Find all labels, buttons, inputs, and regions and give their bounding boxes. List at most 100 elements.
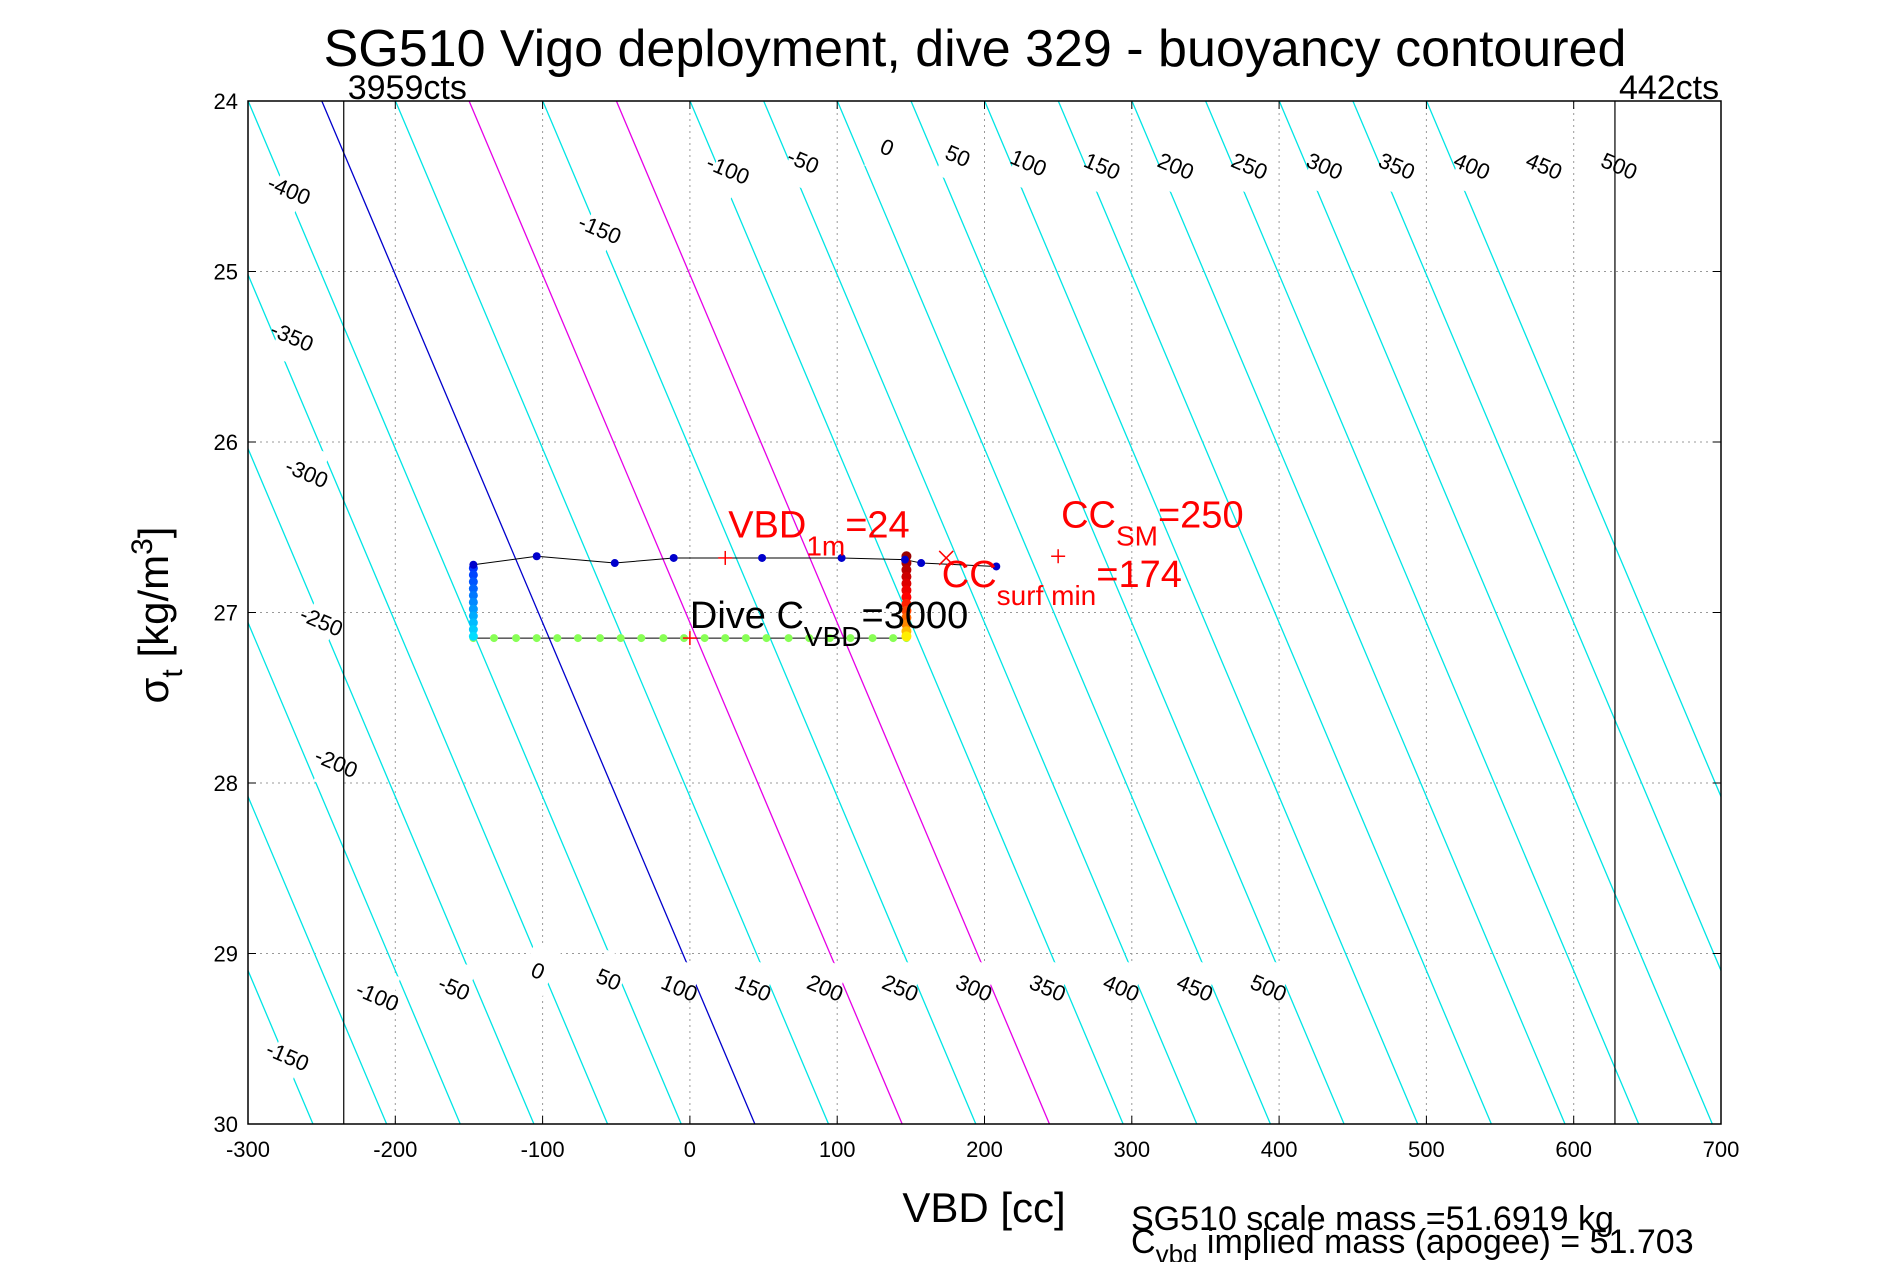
contour-line xyxy=(321,101,756,1124)
contour-label-bg xyxy=(264,1026,311,1086)
dive-traces xyxy=(468,551,1001,643)
contour-label-bg xyxy=(1024,958,1071,1018)
lower-trace-point xyxy=(700,634,709,643)
contour-label-bg xyxy=(1373,136,1420,196)
contour-label-bg xyxy=(656,958,703,1018)
buoyancy-contours xyxy=(0,101,1721,1124)
x-tick-label: 200 xyxy=(966,1137,1003,1162)
contour-line xyxy=(763,101,1198,1124)
lower-trace-point xyxy=(553,634,562,643)
contour-label-bg xyxy=(1079,136,1126,196)
contour-line xyxy=(1057,101,1492,1124)
contour-label-bg xyxy=(802,958,849,1018)
contour-label-bg xyxy=(283,443,330,503)
upper-trace-point xyxy=(669,553,678,562)
contour-line xyxy=(248,794,388,1124)
left-column-point xyxy=(468,590,478,600)
left-column-point xyxy=(468,618,478,628)
contour-label-bg xyxy=(934,126,982,185)
contour-line xyxy=(1278,101,1713,1124)
contour-line xyxy=(1425,101,1721,799)
lower-trace-point xyxy=(573,634,582,643)
upper-trace-point xyxy=(837,553,846,562)
lower-trace-point xyxy=(762,634,771,643)
x-tick-label: 300 xyxy=(1113,1137,1150,1162)
lower-trace-point xyxy=(868,634,877,643)
upper-trace-point xyxy=(917,559,926,568)
x-tick-label: 400 xyxy=(1261,1137,1298,1162)
x-tick-label: 600 xyxy=(1555,1137,1592,1162)
left-column-point xyxy=(468,577,478,587)
contour-label-bg xyxy=(298,591,345,651)
contour-label-bg xyxy=(1521,136,1568,196)
annotation-label: VBD1m=24 xyxy=(728,504,910,561)
contour-label-bg xyxy=(313,733,360,792)
upper-trace-point xyxy=(532,552,541,561)
x-tick-label: 0 xyxy=(684,1137,696,1162)
upper-trace-point xyxy=(900,555,909,564)
implied-mass-note: Cvbd implied mass (apogee) = 51.703 xyxy=(1131,1223,1694,1262)
annotation-label: Dive CVBD=3000 xyxy=(690,595,968,652)
contour-label-bg xyxy=(730,958,777,1018)
x-tick-label: 700 xyxy=(1703,1137,1740,1162)
contour-label-bg xyxy=(269,306,316,366)
contour-label-bg xyxy=(266,160,313,220)
contour-line xyxy=(248,620,461,1124)
x-tick-label: -300 xyxy=(226,1137,270,1162)
contour-label-bg xyxy=(780,131,827,191)
implied-mass-text: implied mass (apogee) = 51.703 xyxy=(1197,1223,1693,1261)
contour-label-bg xyxy=(431,958,478,1018)
contour-line xyxy=(1131,101,1566,1124)
lower-trace-point xyxy=(532,634,541,643)
contour-label-bg xyxy=(577,199,624,259)
x-tick-label: -100 xyxy=(521,1137,565,1162)
contour-label-bg xyxy=(705,139,752,199)
contour-label-bg xyxy=(951,958,998,1018)
lower-trace-point xyxy=(846,634,855,643)
cross-marker xyxy=(938,550,954,566)
contour-line xyxy=(615,101,1051,1124)
implied-mass-subscript: vbd xyxy=(1156,1239,1198,1262)
contour-line xyxy=(1204,101,1640,1124)
contour-line xyxy=(468,101,903,1124)
y-axis-label-unit: [kg/m xyxy=(130,555,177,669)
contour-labels: -400-150-100 -50 0 50 100 150 200 250 300 350 400 4… xyxy=(262,117,1643,1086)
contour-label-bg xyxy=(864,117,911,177)
lower-trace-point xyxy=(659,634,668,643)
y-tick-label: 28 xyxy=(214,771,238,796)
y-axis-label-symbol: σ xyxy=(130,677,177,703)
annotation-label: CCsurf min=174 xyxy=(942,554,1182,611)
lower-trace-point xyxy=(784,634,793,643)
y-tick-label: 29 xyxy=(214,942,238,967)
x-tick-label: -200 xyxy=(373,1137,417,1162)
contour-label-bg xyxy=(1226,136,1273,196)
left-column-point xyxy=(468,625,478,635)
x-tick-label: 100 xyxy=(819,1137,856,1162)
contour-label-bg xyxy=(1152,136,1200,196)
lower-trace-point xyxy=(805,634,814,643)
contour-label-bg xyxy=(1172,958,1219,1018)
contour-line xyxy=(910,101,1345,1124)
contour-label-bg xyxy=(1449,136,1496,196)
contour-label-bg xyxy=(1098,958,1145,1018)
contour-line xyxy=(0,101,239,1124)
left-column-point xyxy=(468,570,478,580)
annotation-label: CCSM=250 xyxy=(1061,494,1243,551)
contour-label-bg xyxy=(585,949,632,1009)
contour-label-bg xyxy=(1301,136,1348,196)
y-tick-label: 24 xyxy=(214,89,238,114)
contour-label-bg xyxy=(877,958,924,1018)
contour-line xyxy=(836,101,1272,1124)
lower-trace-point xyxy=(741,634,750,643)
y-axis-label-subscript: t xyxy=(156,669,189,678)
contour-label-bg xyxy=(1596,136,1643,196)
contour-line xyxy=(542,101,977,1124)
y-tick-label: 26 xyxy=(214,430,238,455)
upper-trace-point xyxy=(469,560,478,569)
lower-trace-point xyxy=(489,634,498,643)
left-column-point xyxy=(468,604,478,614)
implied-mass-symbol: C xyxy=(1131,1223,1156,1261)
x-axis-ticks: -300 -200 -100 0 100 200 300 400 500 600 700 xyxy=(226,101,1739,1162)
